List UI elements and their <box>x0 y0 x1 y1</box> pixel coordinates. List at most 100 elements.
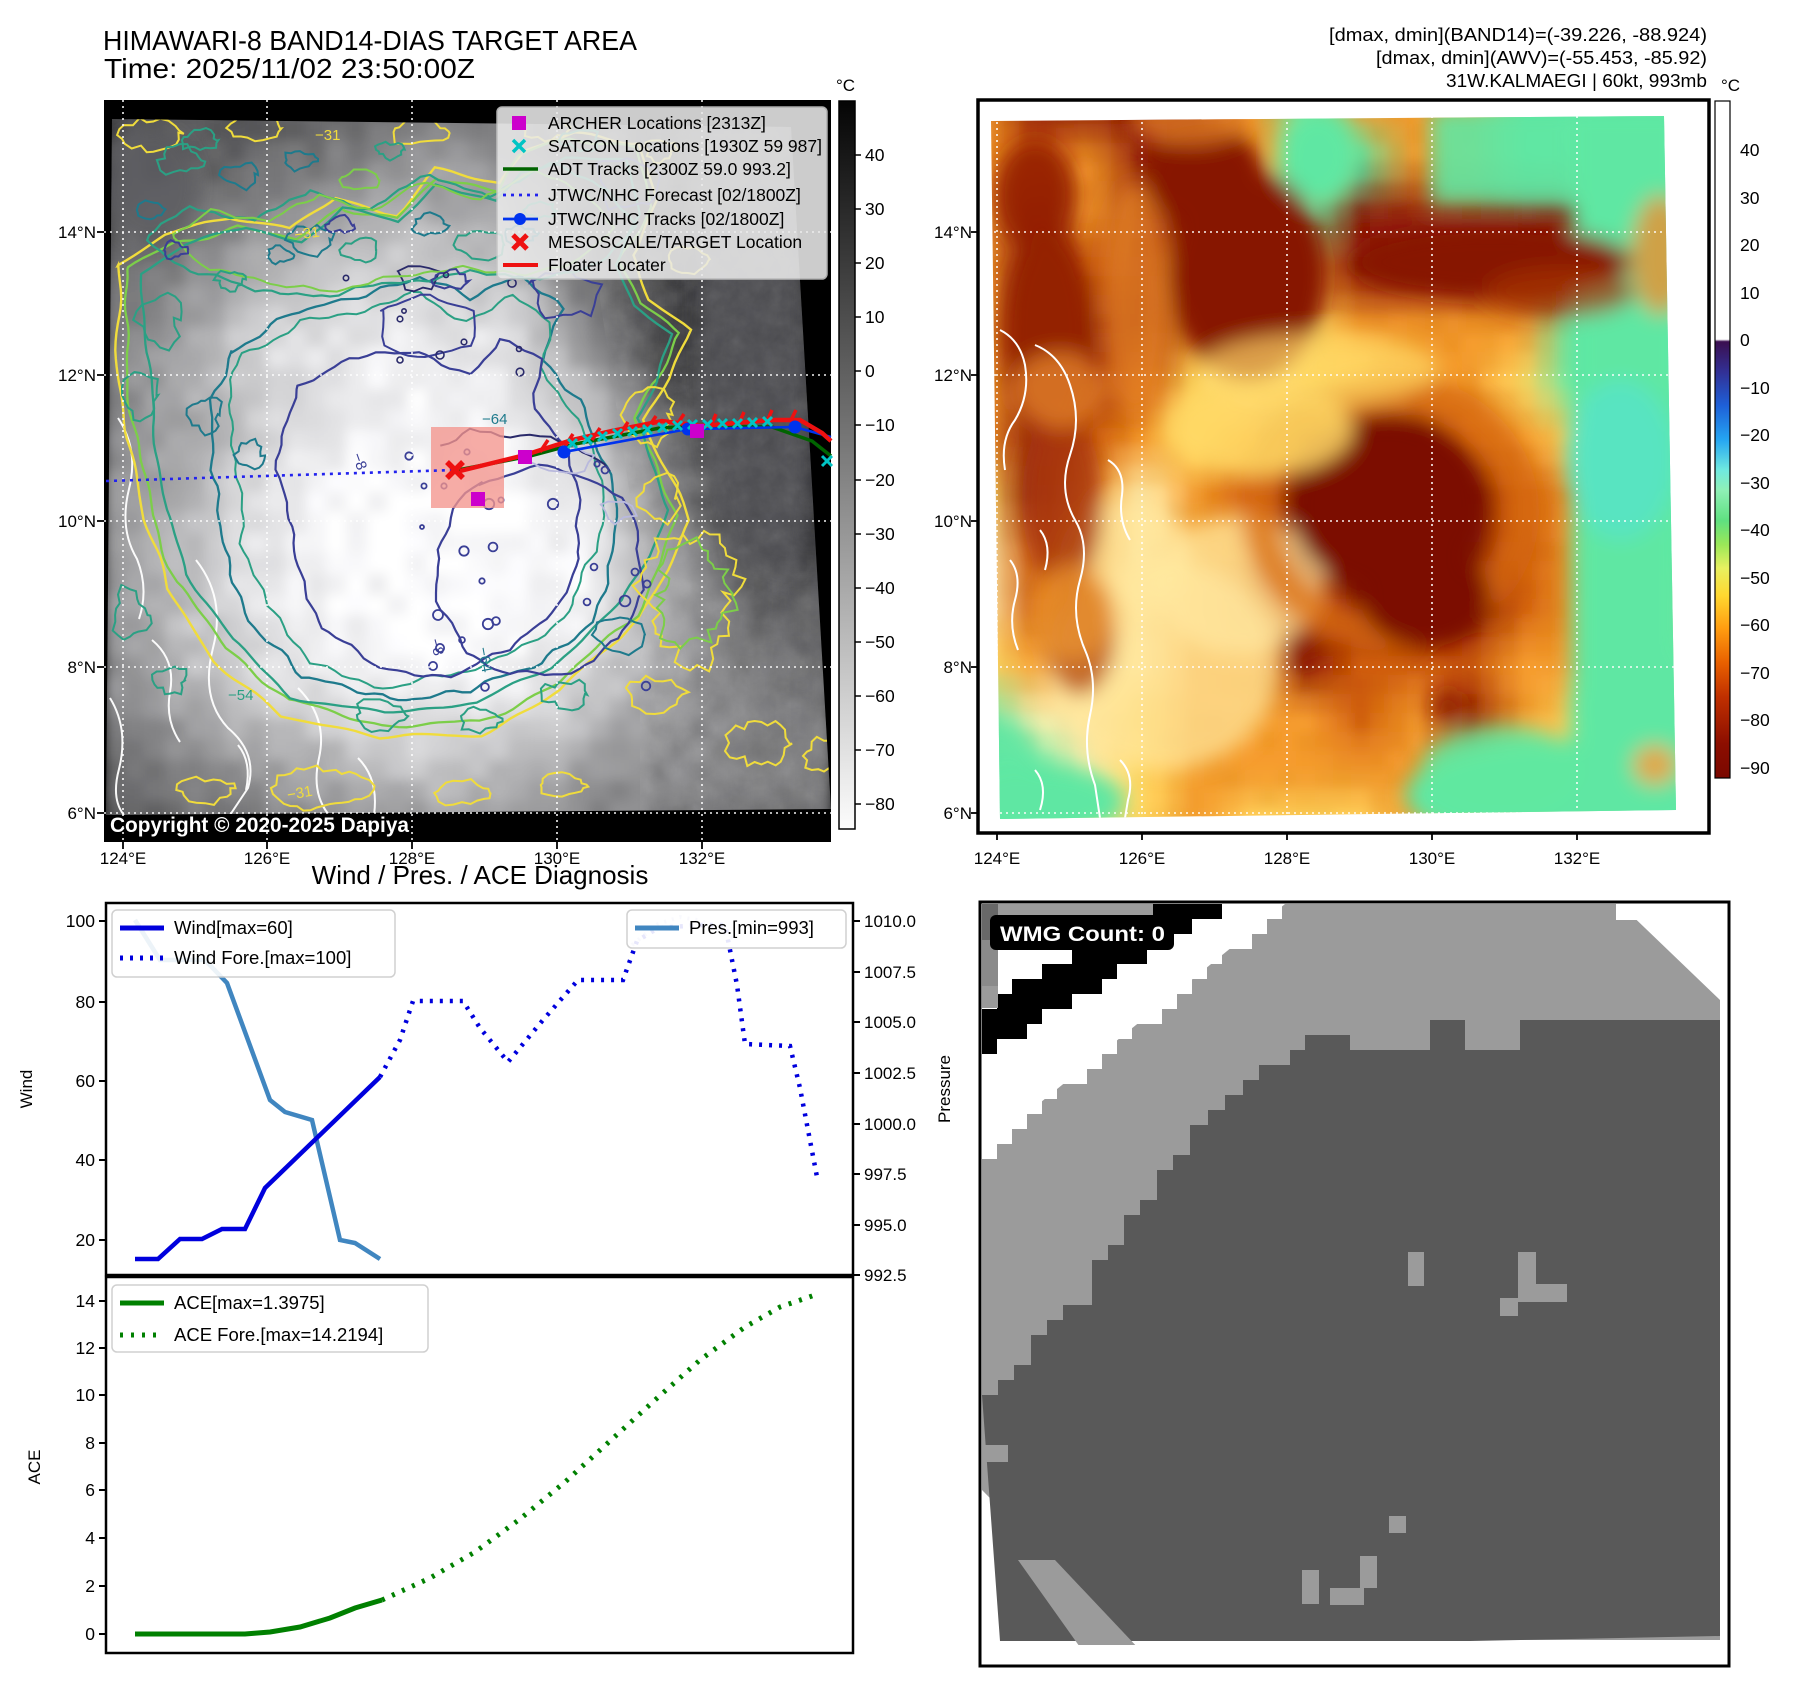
svg-text:60: 60 <box>76 1071 96 1091</box>
svg-text:20: 20 <box>76 1230 96 1250</box>
svg-text:14°N: 14°N <box>934 223 972 242</box>
svg-text:30: 30 <box>865 199 885 219</box>
svg-text:WMG Count: 0: WMG Count: 0 <box>1000 923 1165 946</box>
svg-text:10: 10 <box>76 1385 96 1405</box>
svg-text:−80: −80 <box>1740 710 1770 730</box>
svg-text:−60: −60 <box>865 686 895 706</box>
svg-text:2: 2 <box>85 1576 95 1596</box>
svg-text:Floater Locater: Floater Locater <box>548 255 666 275</box>
svg-text:−31: −31 <box>315 127 340 144</box>
svg-text:100: 100 <box>66 911 95 931</box>
svg-text:4: 4 <box>85 1528 95 1548</box>
svg-text:Wind Fore.[max=100]: Wind Fore.[max=100] <box>174 947 351 968</box>
svg-text:−30: −30 <box>865 524 895 544</box>
svg-text:31W.KALMAEGI | 60kt, 993mb: 31W.KALMAEGI | 60kt, 993mb <box>1446 71 1707 91</box>
svg-text:[dmax, dmin](BAND14)=(-39.226,: [dmax, dmin](BAND14)=(-39.226, -88.924) <box>1329 25 1707 45</box>
svg-text:ADT Tracks [2300Z 59.0 993.2]: ADT Tracks [2300Z 59.0 993.2] <box>548 159 791 179</box>
svg-text:Pres.[min=993]: Pres.[min=993] <box>689 917 814 938</box>
svg-text:−64: −64 <box>474 646 495 674</box>
svg-text:Pressure: Pressure <box>935 1055 954 1123</box>
svg-text:997.5: 997.5 <box>864 1165 907 1184</box>
svg-text:10: 10 <box>1740 283 1760 303</box>
svg-text:132°E: 132°E <box>679 849 726 868</box>
svg-text:14°N: 14°N <box>58 223 96 242</box>
svg-text:Wind[max=60]: Wind[max=60] <box>174 917 293 938</box>
svg-text:−31: −31 <box>286 783 314 804</box>
svg-text:126°E: 126°E <box>244 849 291 868</box>
svg-text:1007.5: 1007.5 <box>864 963 916 982</box>
svg-text:1010.0: 1010.0 <box>864 912 916 931</box>
svg-text:1000.0: 1000.0 <box>864 1115 916 1134</box>
svg-text:−60: −60 <box>1740 615 1770 635</box>
svg-text:ACE: ACE <box>25 1450 44 1485</box>
svg-text:Wind: Wind <box>17 1070 36 1109</box>
svg-text:−64: −64 <box>482 411 507 428</box>
svg-text:°C: °C <box>836 76 855 95</box>
svg-text:40: 40 <box>76 1150 96 1170</box>
svg-text:995.0: 995.0 <box>864 1216 907 1235</box>
svg-text:12°N: 12°N <box>58 366 96 385</box>
svg-text:°C: °C <box>1721 76 1740 95</box>
svg-text:14: 14 <box>76 1291 96 1311</box>
svg-text:8°N: 8°N <box>67 658 96 677</box>
svg-text:1002.5: 1002.5 <box>864 1064 916 1083</box>
svg-text:−8: −8 <box>426 637 447 658</box>
svg-text:−90: −90 <box>1740 758 1770 778</box>
svg-text:12: 12 <box>76 1338 95 1358</box>
svg-text:−70: −70 <box>1740 663 1770 683</box>
svg-text:Time: 2025/11/02 23:50:00Z: Time: 2025/11/02 23:50:00Z <box>104 53 475 84</box>
svg-text:20: 20 <box>1740 235 1760 255</box>
svg-text:12°N: 12°N <box>934 366 972 385</box>
svg-text:−54: −54 <box>228 687 253 704</box>
svg-text:124°E: 124°E <box>974 849 1021 868</box>
svg-text:128°E: 128°E <box>1264 849 1311 868</box>
svg-text:Copyright © 2020-2025 Dapiya: Copyright © 2020-2025 Dapiya <box>110 813 410 837</box>
svg-text:MESOSCALE/TARGET Location: MESOSCALE/TARGET Location <box>548 232 802 252</box>
svg-text:[dmax, dmin](AWV)=(-55.453, -8: [dmax, dmin](AWV)=(-55.453, -85.92) <box>1376 48 1707 68</box>
svg-text:20: 20 <box>865 253 885 273</box>
svg-text:−20: −20 <box>865 470 895 490</box>
svg-text:−40: −40 <box>865 578 895 598</box>
svg-text:−10: −10 <box>1740 378 1770 398</box>
svg-text:1005.0: 1005.0 <box>864 1013 916 1032</box>
svg-text:−31: −31 <box>293 224 321 244</box>
svg-text:ACE[max=1.3975]: ACE[max=1.3975] <box>174 1292 325 1313</box>
svg-text:−70: −70 <box>865 740 895 760</box>
svg-text:128°E: 128°E <box>389 849 436 868</box>
svg-text:−8: −8 <box>348 451 370 473</box>
svg-text:10°N: 10°N <box>934 512 972 531</box>
svg-text:40: 40 <box>865 145 885 165</box>
svg-text:0: 0 <box>1740 330 1750 350</box>
svg-text:6°N: 6°N <box>67 804 96 823</box>
svg-text:−30: −30 <box>1740 473 1770 493</box>
svg-text:−50: −50 <box>1740 568 1770 588</box>
svg-text:992.5: 992.5 <box>864 1266 907 1285</box>
svg-text:8°N: 8°N <box>943 658 972 677</box>
svg-text:80: 80 <box>76 992 96 1012</box>
svg-text:0: 0 <box>865 361 875 381</box>
svg-text:132°E: 132°E <box>1554 849 1601 868</box>
svg-text:10°N: 10°N <box>58 512 96 531</box>
svg-text:HIMAWARI-8 BAND14-DIAS TARGET: HIMAWARI-8 BAND14-DIAS TARGET AREA <box>103 25 637 56</box>
svg-text:124°E: 124°E <box>100 849 147 868</box>
svg-text:ACE Fore.[max=14.2194]: ACE Fore.[max=14.2194] <box>174 1324 383 1345</box>
svg-text:10: 10 <box>865 307 885 327</box>
svg-text:−80: −80 <box>865 794 895 814</box>
svg-text:0: 0 <box>85 1624 95 1644</box>
svg-text:JTWC/NHC Forecast [02/1800Z]: JTWC/NHC Forecast [02/1800Z] <box>548 185 801 205</box>
svg-text:SATCON Locations [1930Z 59 987: SATCON Locations [1930Z 59 987] <box>548 136 822 156</box>
svg-text:6°N: 6°N <box>943 804 972 823</box>
svg-text:−10: −10 <box>865 415 895 435</box>
svg-text:40: 40 <box>1740 140 1760 160</box>
svg-text:JTWC/NHC Tracks [02/1800Z]: JTWC/NHC Tracks [02/1800Z] <box>548 209 784 229</box>
svg-text:130°E: 130°E <box>534 849 581 868</box>
svg-text:−40: −40 <box>1740 520 1770 540</box>
svg-text:Wind / Pres. / ACE Diagnosis: Wind / Pres. / ACE Diagnosis <box>312 860 649 890</box>
svg-text:−50: −50 <box>865 632 895 652</box>
svg-text:30: 30 <box>1740 188 1760 208</box>
svg-text:126°E: 126°E <box>1119 849 1166 868</box>
svg-text:−20: −20 <box>1740 425 1770 445</box>
svg-text:8: 8 <box>85 1433 95 1453</box>
svg-text:6: 6 <box>85 1480 95 1500</box>
svg-text:130°E: 130°E <box>1409 849 1456 868</box>
